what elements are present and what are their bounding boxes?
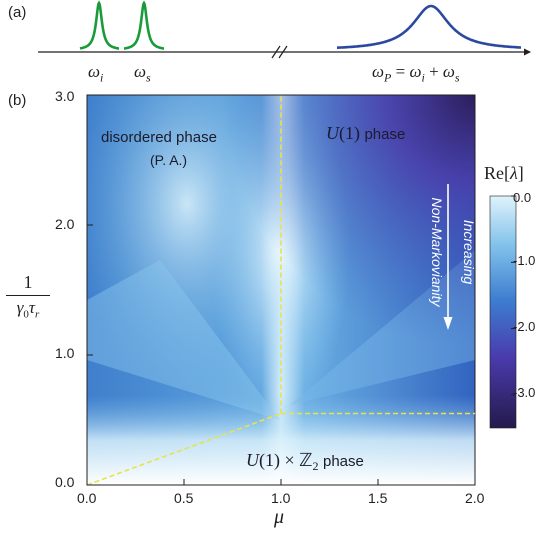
y-axis-label-denominator: γ0τr — [16, 298, 40, 321]
idler-peak — [79, 0, 119, 50]
colorbar-ticks — [511, 195, 516, 396]
y-axis-label-numerator: 1 — [23, 272, 33, 292]
y-axis-label: 1 γ0τr — [6, 272, 50, 320]
x-tick-label: 1.0 — [271, 490, 291, 506]
colorbar — [489, 195, 517, 429]
disordered-phase-sublabel: (P. A.) — [150, 152, 188, 168]
y-tick-label: 3.0 — [55, 88, 75, 104]
phase-boundaries — [86, 95, 475, 486]
y-tick-label: 2.0 — [55, 216, 75, 232]
y-tick-label: 0.0 — [55, 474, 75, 490]
x-axis-label: μ — [274, 506, 285, 528]
x-tick-label: 0.5 — [174, 490, 194, 506]
arrow-text-increasing: Increasing — [461, 220, 477, 285]
phase-boundary-line — [86, 412, 282, 486]
colorbar-tick-label: -1.0 — [513, 253, 536, 268]
disordered-phase-label: disordered phase — [101, 129, 217, 146]
colorbar-tick-label: 0.0 — [513, 190, 532, 205]
u1-z2-phase-label: U(1) × ℤ2 phase — [246, 450, 364, 474]
axis-ticks — [86, 94, 476, 486]
colorbar-tick-label: -2.0 — [513, 319, 536, 334]
heatmap-field — [87, 95, 475, 485]
x-tick-label: 1.5 — [368, 490, 388, 506]
non-markovianity-arrowhead — [443, 317, 453, 330]
panel-a-label: (a) — [8, 4, 27, 21]
pump-peak — [337, 4, 521, 49]
panel-a-spectrum — [38, 0, 531, 59]
panel-b-label: (b) — [8, 92, 27, 109]
axis-break-1 — [271, 45, 281, 59]
x-tick-label: 2.0 — [465, 490, 485, 506]
signal-peak — [124, 0, 164, 50]
omega-i-label: ωi — [88, 62, 104, 85]
x-tick-label: 0.0 — [77, 490, 97, 506]
omega-s-label: ωs — [134, 62, 151, 85]
arrow-text-non-markovianity: Non-Markovianity — [429, 198, 445, 308]
y-tick-label: 1.0 — [55, 345, 75, 361]
axis-arrowhead — [524, 48, 531, 56]
u1-phase-label: U(1) phase — [326, 123, 406, 143]
colorbar-title: Re[λ] — [484, 163, 524, 183]
axis-break-2 — [278, 45, 288, 59]
colorbar-tick-label: -3.0 — [513, 385, 536, 400]
omega-p-formula: ωP = ωi + ωs — [372, 62, 460, 85]
